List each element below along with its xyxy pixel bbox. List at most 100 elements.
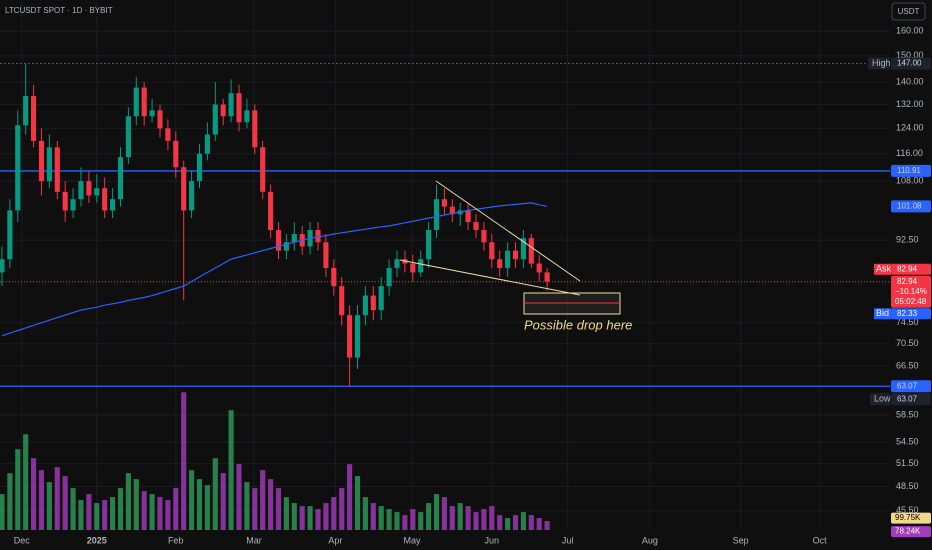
volume-bar (283, 497, 289, 548)
line-badge (891, 380, 931, 393)
y-tick-label: 150.00 (896, 50, 924, 60)
y-tick-label: 58.50 (896, 409, 919, 419)
last-badge-text: −10.14% (895, 287, 927, 296)
annotation: Possible drop here (524, 317, 632, 332)
candle-body (220, 104, 226, 117)
volume-bar (38, 470, 45, 548)
volume-bar (260, 470, 266, 548)
volume-bar (465, 506, 471, 548)
high-badge-text: 147.00 (897, 59, 922, 68)
candle-body (204, 134, 210, 154)
candle-body (15, 125, 21, 211)
candle-body (520, 238, 526, 260)
candle-body (433, 199, 440, 231)
candle-body (418, 259, 424, 273)
candle-body (7, 210, 13, 260)
high-label: High (872, 58, 891, 68)
volume-bar (339, 488, 345, 548)
volume-bar (173, 488, 179, 548)
last-badge (891, 275, 931, 308)
volume-bar (354, 476, 361, 548)
y-tick-label: 66.50 (896, 360, 919, 370)
candle-body (31, 95, 37, 141)
candle-body (339, 286, 345, 316)
volume-bar (426, 503, 432, 548)
ask-badge (891, 263, 931, 275)
volume-bar (299, 506, 305, 548)
volume-bar (7, 473, 13, 548)
currency[interactable]: USDT (898, 7, 920, 16)
volume-bar (220, 473, 226, 548)
candle-body (323, 242, 329, 268)
ask-badge-text: 82.94 (897, 264, 918, 273)
candle-body (481, 230, 487, 243)
x-tick-label: Feb (168, 535, 184, 545)
candle-body (497, 259, 503, 268)
candle-body (410, 263, 416, 273)
volume-bar (457, 503, 463, 548)
candle-body (291, 234, 297, 243)
currency-button[interactable] (891, 2, 926, 21)
candle-body (23, 95, 29, 126)
volume-bar (331, 497, 337, 548)
candle-body (0, 259, 5, 273)
candle-body (196, 153, 203, 182)
candle-body (473, 222, 479, 231)
candle-body (268, 191, 274, 231)
moving-average (1, 202, 548, 337)
candle-body (38, 140, 45, 182)
volume-bar (189, 470, 195, 548)
candle-body (78, 181, 84, 200)
candle-body (141, 87, 147, 117)
x-tick-label: 2025 (87, 535, 107, 545)
volume-bar (23, 434, 29, 548)
volume-bar (252, 488, 258, 548)
volume-bar (481, 509, 487, 548)
candle-body (505, 250, 511, 268)
x-tick-label: Aug (642, 535, 658, 545)
candle-body (252, 110, 258, 148)
y-tick-label: 74.50 (896, 317, 919, 327)
candle-body (315, 230, 321, 243)
candle-body (228, 93, 234, 117)
volume-bar (70, 488, 76, 548)
x-tick-label: Mar (246, 535, 262, 545)
volume-bar (347, 464, 353, 548)
volume-bar (94, 503, 100, 548)
candle-body (347, 315, 353, 358)
candle-body (512, 250, 519, 260)
candle-body (125, 116, 131, 158)
volume-bar (244, 482, 250, 548)
candle-body (465, 210, 471, 223)
last-badge-text: 05:02:48 (895, 297, 927, 306)
volume-bar (157, 497, 163, 548)
volume-bar (181, 392, 187, 548)
symbol: LTCUSDT SPOT · 1D · BYBIT (5, 6, 113, 15)
candle-body (236, 93, 242, 123)
y-tick-label: 54.50 (896, 436, 919, 446)
volume-bar (307, 506, 313, 548)
y-tick-label: 160.00 (896, 25, 924, 35)
volume-bar (86, 494, 92, 548)
candle-body (110, 199, 116, 211)
candle-body (46, 147, 52, 182)
high-badge (891, 57, 931, 70)
low-badge-text: 63.07 (897, 394, 918, 403)
volume-bar (62, 476, 68, 548)
ma-badge (891, 200, 931, 213)
y-tick-label: 45.50 (896, 505, 919, 515)
volume-bar (275, 488, 282, 548)
line-badge-text: 63.07 (897, 381, 918, 390)
candle-body (165, 128, 171, 141)
candle-body (244, 110, 250, 123)
candle-body (102, 188, 108, 211)
x-tick-label: Dec (14, 535, 31, 545)
volume-bar (228, 410, 234, 548)
volume-bar (46, 482, 52, 548)
volume-bar (196, 479, 203, 548)
volume-bar (165, 500, 171, 548)
candle-body (94, 188, 100, 196)
y-tick-label: 92.50 (896, 235, 919, 245)
